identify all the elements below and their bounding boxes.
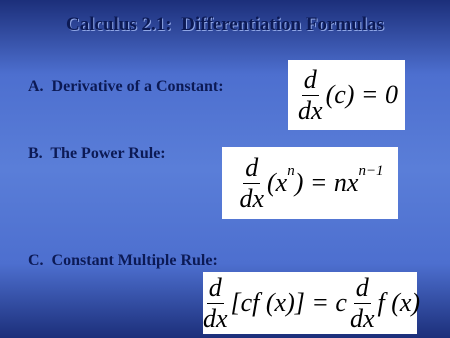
slide-title: Calculus 2.1: Differentiation Formulas xyxy=(66,14,384,35)
denominator: dx xyxy=(202,303,228,333)
denominator: dx xyxy=(349,303,375,333)
exponent: n xyxy=(287,162,295,179)
formula-text: ) = nx xyxy=(294,168,359,197)
fraction: d dx xyxy=(349,272,375,333)
numerator: d xyxy=(353,272,371,304)
numerator: d xyxy=(206,272,224,304)
fraction: d dx xyxy=(298,64,323,125)
item-label: C. Constant Multiple Rule: xyxy=(28,252,218,269)
fraction: d dx xyxy=(239,152,264,213)
formula-box: d dx [cf (x)] = c d dx f (x) xyxy=(202,272,421,334)
formula-text: f (x) xyxy=(377,288,421,317)
formula-text: [cf (x)] = c xyxy=(230,288,347,317)
fraction: d dx xyxy=(202,272,228,333)
formula-text: (x xyxy=(266,168,288,197)
item-label: B. The Power Rule: xyxy=(28,145,166,162)
denominator: dx xyxy=(298,95,323,125)
denominator: dx xyxy=(239,183,264,213)
formula-text: (c) = 0 xyxy=(325,80,398,109)
numerator: d xyxy=(243,152,261,184)
exponent: n−1 xyxy=(358,162,384,179)
formula-box: d dx (x n) = nx n−1 xyxy=(222,147,398,219)
numerator: d xyxy=(301,64,319,96)
item-label: A. Derivative of a Constant: xyxy=(28,78,224,95)
formula-box: d dx (c) = 0 xyxy=(288,60,405,130)
